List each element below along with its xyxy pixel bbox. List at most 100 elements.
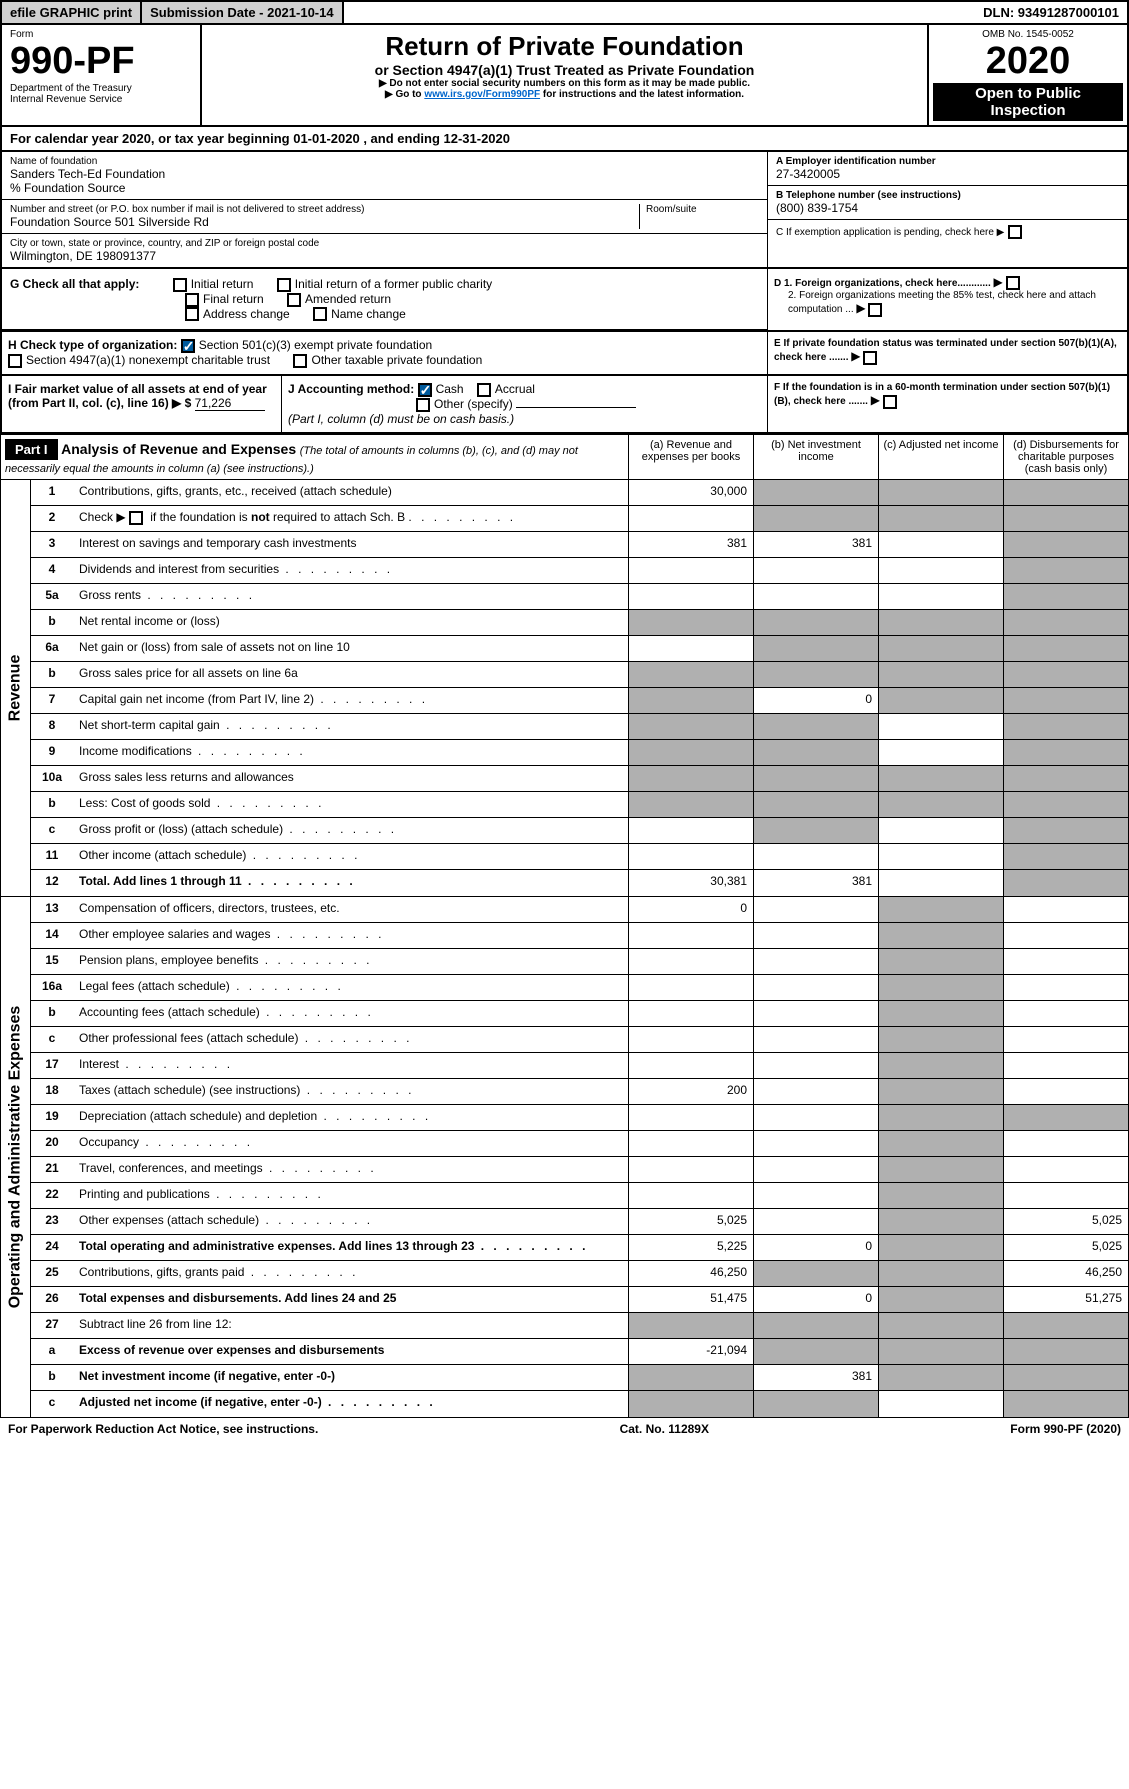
- row-val-b: [753, 1157, 878, 1182]
- h-4947-checkbox[interactable]: [8, 354, 22, 368]
- row-desc: Taxes (attach schedule) (see instruction…: [73, 1079, 628, 1104]
- g-amended-checkbox[interactable]: [287, 293, 301, 307]
- row-num: 26: [31, 1287, 73, 1312]
- row-val-d: [1003, 1079, 1128, 1104]
- row-desc: Travel, conferences, and meetings: [73, 1157, 628, 1182]
- row-val-b: [753, 818, 878, 843]
- row-val-a: [628, 714, 753, 739]
- sch-b-checkbox[interactable]: [129, 511, 143, 525]
- g-initial-former-checkbox[interactable]: [277, 278, 291, 292]
- row-num: b: [31, 1001, 73, 1026]
- g-name-checkbox[interactable]: [313, 307, 327, 321]
- row-num: 18: [31, 1079, 73, 1104]
- row-val-d: [1003, 818, 1128, 843]
- row-val-c: [878, 714, 1003, 739]
- row-desc: Total. Add lines 1 through 11: [73, 870, 628, 896]
- row-val-c: [878, 558, 1003, 583]
- row-val-d: [1003, 923, 1128, 948]
- row-val-a: [628, 506, 753, 531]
- row-val-a: 46,250: [628, 1261, 753, 1286]
- row-val-c: [878, 636, 1003, 661]
- row-desc: Total operating and administrative expen…: [73, 1235, 628, 1260]
- row-num: b: [31, 610, 73, 635]
- row-desc: Total expenses and disbursements. Add li…: [73, 1287, 628, 1312]
- form-url-link[interactable]: www.irs.gov/Form990PF: [424, 89, 540, 100]
- part1-header: Part I Analysis of Revenue and Expenses …: [0, 434, 1129, 480]
- g-final-label: Final return: [203, 292, 264, 306]
- row-val-c: [878, 740, 1003, 765]
- row-num: 13: [31, 897, 73, 922]
- row-val-c: [878, 1391, 1003, 1417]
- row-val-d: 5,025: [1003, 1235, 1128, 1260]
- row-val-c: [878, 584, 1003, 609]
- h-501c3-checkbox[interactable]: [181, 339, 195, 353]
- foundation-address: Foundation Source 501 Silverside Rd: [10, 215, 639, 229]
- row-val-c: [878, 1157, 1003, 1182]
- row-num: c: [31, 818, 73, 843]
- calendar-year-line: For calendar year 2020, or tax year begi…: [0, 127, 1129, 152]
- row-val-c: [878, 688, 1003, 713]
- row-desc: Net rental income or (loss): [73, 610, 628, 635]
- row-val-c: [878, 844, 1003, 869]
- row-num: 21: [31, 1157, 73, 1182]
- f-checkbox[interactable]: [883, 395, 897, 409]
- row-val-c: [878, 923, 1003, 948]
- d1-label: D 1. Foreign organizations, check here..…: [774, 278, 991, 289]
- row-val-a: [628, 584, 753, 609]
- j-cash-checkbox[interactable]: [418, 383, 432, 397]
- row-desc: Capital gain net income (from Part IV, l…: [73, 688, 628, 713]
- g-name-label: Name change: [331, 307, 406, 321]
- g-initial-checkbox[interactable]: [173, 278, 187, 292]
- row-desc: Gross rents: [73, 584, 628, 609]
- row-val-a: 5,225: [628, 1235, 753, 1260]
- row-val-b: 0: [753, 1235, 878, 1260]
- row-val-d: [1003, 636, 1128, 661]
- row-val-a: [628, 923, 753, 948]
- row-val-b: [753, 949, 878, 974]
- row-val-b: 0: [753, 688, 878, 713]
- opexp-section: Operating and Administrative Expenses 13…: [0, 897, 1129, 1418]
- g-address-checkbox[interactable]: [185, 307, 199, 321]
- page-footer: For Paperwork Reduction Act Notice, see …: [0, 1418, 1129, 1440]
- footer-mid: Cat. No. 11289X: [620, 1422, 709, 1436]
- row-num: b: [31, 1365, 73, 1390]
- d1-checkbox[interactable]: [1006, 276, 1020, 290]
- exemption-checkbox[interactable]: [1008, 225, 1022, 239]
- section-i-j-f: I Fair market value of all assets at end…: [0, 376, 1129, 434]
- row-val-b: [753, 897, 878, 922]
- row-val-a: [628, 949, 753, 974]
- row-desc: Net investment income (if negative, ente…: [73, 1365, 628, 1390]
- row-val-d: [1003, 766, 1128, 791]
- row-val-b: [753, 1391, 878, 1417]
- row-val-c: [878, 1079, 1003, 1104]
- g-final-checkbox[interactable]: [185, 293, 199, 307]
- d2-checkbox[interactable]: [868, 303, 882, 317]
- row-num: 4: [31, 558, 73, 583]
- row-val-c: [878, 610, 1003, 635]
- row-val-b: [753, 610, 878, 635]
- h-other-checkbox[interactable]: [293, 354, 307, 368]
- form-subtitle: or Section 4947(a)(1) Trust Treated as P…: [208, 62, 921, 78]
- row-num: b: [31, 662, 73, 687]
- row-val-d: [1003, 870, 1128, 896]
- j-other-checkbox[interactable]: [416, 398, 430, 412]
- j-accrual-checkbox[interactable]: [477, 383, 491, 397]
- row-val-b: [753, 844, 878, 869]
- efile-print-button[interactable]: efile GRAPHIC print: [2, 2, 142, 23]
- row-val-d: [1003, 975, 1128, 1000]
- phone-value: (800) 839-1754: [776, 201, 1119, 215]
- row-num: 9: [31, 740, 73, 765]
- row-val-d: [1003, 506, 1128, 531]
- row-num: 19: [31, 1105, 73, 1130]
- row-num: 10a: [31, 766, 73, 791]
- row-val-d: [1003, 1001, 1128, 1026]
- row-val-a: [628, 1183, 753, 1208]
- row-val-b: [753, 766, 878, 791]
- e-checkbox[interactable]: [863, 351, 877, 365]
- foundation-city: Wilmington, DE 198091377: [10, 249, 759, 263]
- h-4947-label: Section 4947(a)(1) nonexempt charitable …: [26, 353, 270, 367]
- row-val-d: [1003, 558, 1128, 583]
- row-desc: Occupancy: [73, 1131, 628, 1156]
- row-val-d: [1003, 714, 1128, 739]
- col-c-header: (c) Adjusted net income: [878, 435, 1003, 479]
